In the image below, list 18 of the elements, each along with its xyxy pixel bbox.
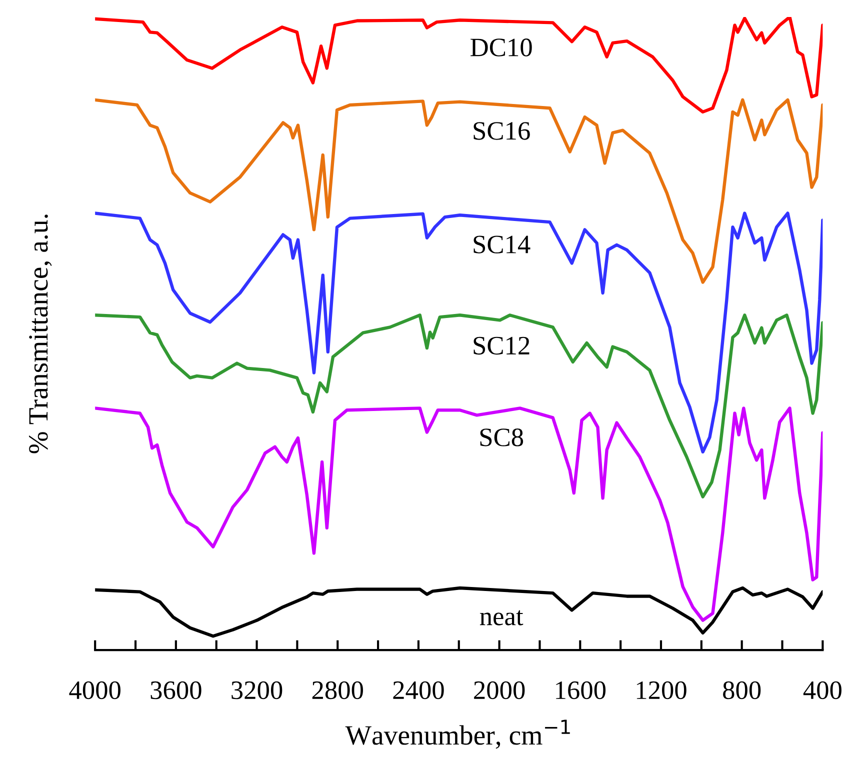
- x-tick-label: 1600: [556, 681, 606, 700]
- series-label: SC12: [474, 336, 530, 355]
- x-tick-label: 1200: [636, 681, 686, 700]
- x-tick-label: 800: [723, 681, 761, 700]
- x-tick-label: 400: [803, 681, 842, 700]
- series-label: neat: [480, 610, 524, 626]
- x-tick-label: 4000: [69, 681, 120, 700]
- series-label: DC10: [470, 38, 532, 56]
- series-label: SC14: [474, 236, 530, 254]
- y-axis-title: % Transmittance, a.u.: [29, 214, 52, 454]
- series-label: SC8: [480, 428, 524, 446]
- x-axis-title: Wavenumber, cm$^{−1}$: [345, 720, 570, 749]
- x-tick-label: 2400: [393, 681, 444, 700]
- series-label: SC16: [474, 122, 530, 140]
- x-tick-label: 3600: [150, 681, 202, 700]
- x-tick-label: 3200: [232, 681, 282, 700]
- x-tick-label: 2800: [312, 681, 363, 700]
- x-tick-label: 2000: [474, 681, 525, 700]
